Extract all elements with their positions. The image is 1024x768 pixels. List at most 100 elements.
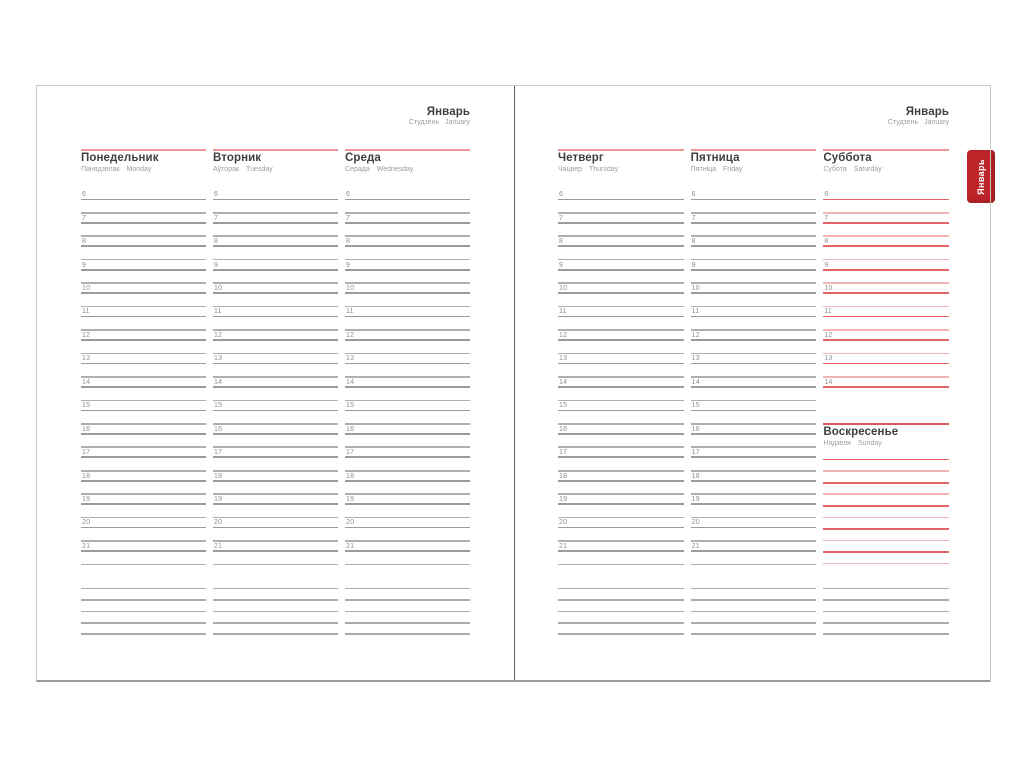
half-hour-line	[81, 493, 206, 495]
sunday-line	[823, 458, 950, 461]
hour-line-7: 7	[823, 215, 950, 224]
hour-line-15: 15	[690, 402, 817, 412]
hour-label: 9	[82, 261, 87, 269]
half-hour-line	[823, 235, 950, 238]
notes-line	[823, 610, 950, 613]
right-page-columns: Январь Студзень January Четверг Чацвер Thur…	[558, 86, 950, 680]
notes-line	[558, 621, 684, 624]
planner-page-left: Январь Студзень January Понедельник Панядз…	[37, 86, 515, 680]
sunday-line	[823, 481, 950, 484]
hour-label: 19	[559, 496, 568, 504]
day-column-thursday: Четверг Чацвер Thursday 6 7 8 9 10 11 12 13 14 15 16 1…	[558, 86, 684, 680]
hour-line-7: 7	[558, 215, 684, 224]
notes-line	[345, 599, 470, 601]
half-hour-line	[213, 469, 338, 472]
hour-label: 8	[559, 238, 564, 246]
hour-label: 18	[82, 472, 91, 480]
hour-label: 16	[82, 425, 91, 433]
hour-label: 10	[346, 284, 355, 292]
month-subtitle-en: January	[924, 119, 949, 126]
hour-line-17: 17	[81, 449, 206, 459]
month-title: Январь	[426, 106, 470, 118]
hour-label: 18	[691, 472, 700, 480]
half-hour-line	[558, 563, 684, 566]
hour-line-13: 13	[823, 355, 950, 365]
hour-line-13: 13	[213, 355, 338, 365]
hour-label: 13	[346, 355, 355, 363]
hour-label: 7	[346, 214, 351, 222]
half-hour-line	[345, 563, 470, 566]
sunday-line	[823, 539, 950, 542]
hour-line-19: 19	[213, 496, 338, 506]
hour-label: 7	[559, 214, 564, 222]
hour-label: 17	[691, 449, 700, 457]
half-hour-line	[81, 329, 206, 331]
half-hour-line	[345, 446, 470, 449]
half-hour-line	[213, 235, 338, 238]
half-hour-line	[213, 329, 338, 331]
sunday-line	[823, 493, 950, 496]
hour-label: 14	[82, 378, 91, 386]
notes-line	[823, 587, 950, 590]
day-subtitle: Пятніца Friday	[691, 166, 817, 174]
hour-label: 15	[691, 402, 700, 410]
half-hour-line	[690, 376, 817, 378]
day-subtitle-local: Панядзелак	[81, 166, 120, 173]
hour-label: 7	[82, 214, 87, 222]
hour-line-19: 19	[81, 496, 206, 506]
hour-line-16: 16	[213, 426, 338, 435]
notes-line	[345, 610, 470, 613]
hour-line-6: 6	[690, 191, 817, 201]
hour-label: 8	[214, 238, 219, 246]
day-title: Среда	[345, 152, 381, 164]
hour-label: 14	[559, 378, 568, 386]
hour-label: 18	[559, 472, 568, 480]
hour-label: 12	[214, 331, 223, 339]
hour-line-15: 15	[213, 402, 338, 412]
hour-line-10: 10	[81, 285, 206, 294]
notes-line	[213, 587, 338, 590]
notes-line	[823, 599, 950, 601]
hour-label: 21	[214, 542, 223, 550]
hour-line-21: 21	[81, 543, 206, 552]
hour-label: 19	[346, 496, 355, 504]
planner-spread: Январь Студзень January Понедельник Панядз…	[36, 85, 995, 682]
hour-line-13: 13	[345, 355, 470, 365]
half-hour-line	[213, 540, 338, 542]
half-hour-line	[690, 446, 817, 449]
notes-line	[690, 587, 817, 590]
hour-label: 17	[346, 449, 355, 457]
hour-line-8: 8	[213, 238, 338, 248]
hour-line-18: 18	[558, 473, 684, 482]
half-hour-line	[81, 399, 206, 402]
hour-line-18: 18	[81, 473, 206, 482]
half-hour-line	[213, 258, 338, 261]
hour-label: 10	[559, 284, 568, 292]
hour-line-6: 6	[213, 191, 338, 201]
hour-line-12: 12	[558, 332, 684, 341]
half-hour-line	[81, 563, 206, 566]
hour-line-7: 7	[690, 215, 817, 224]
sunday-subtitle-en: Sunday	[857, 439, 882, 447]
hour-line-17: 17	[213, 449, 338, 459]
day-subtitle-en: Wednesday	[376, 166, 414, 173]
hour-line-7: 7	[81, 215, 206, 224]
hour-line-14: 14	[690, 379, 817, 388]
half-hour-line	[690, 329, 817, 331]
hour-label: 21	[346, 542, 355, 550]
day-subtitle: Панядзелак Monday	[81, 166, 206, 174]
hour-line-9: 9	[558, 262, 684, 271]
hour-line-14: 14	[345, 379, 470, 388]
half-hour-line	[558, 352, 684, 355]
hour-line-10: 10	[558, 285, 684, 294]
day-title: Суббота	[823, 152, 872, 164]
hour-line-7: 7	[213, 215, 338, 224]
hour-label: 20	[691, 519, 700, 527]
hour-label: 20	[82, 519, 91, 527]
hour-line-11: 11	[690, 308, 817, 318]
notes-line	[690, 610, 817, 613]
half-hour-line	[213, 422, 338, 425]
hour-label: 15	[82, 402, 91, 410]
hour-label: 21	[691, 542, 700, 550]
half-hour-line	[345, 352, 470, 355]
